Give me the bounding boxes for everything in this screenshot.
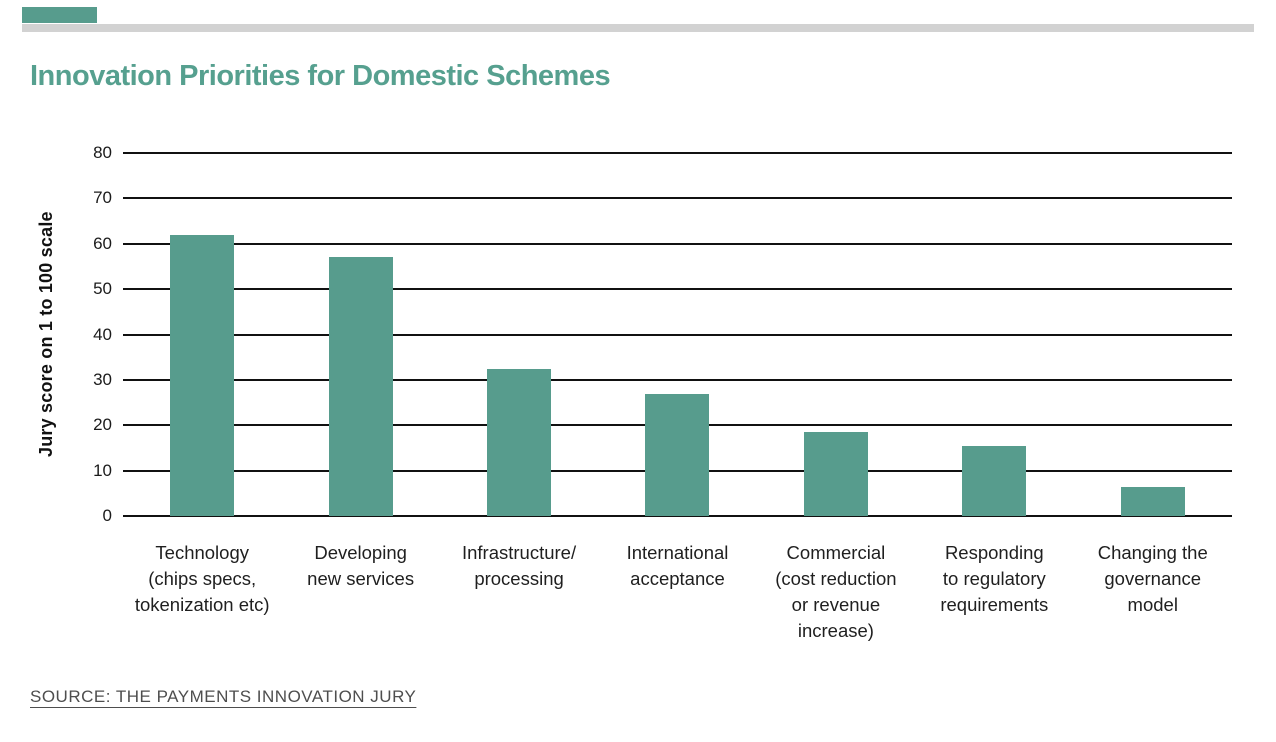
gridline-0 bbox=[123, 515, 1232, 517]
bar-column-1 bbox=[281, 153, 439, 516]
bar-column-0 bbox=[123, 153, 281, 516]
header-divider-bar bbox=[22, 24, 1254, 32]
x-category-label-2: Infrastructure/ processing bbox=[461, 542, 577, 589]
bar-1 bbox=[328, 257, 393, 516]
x-category-label-5: Responding to regulatory requirements bbox=[940, 542, 1049, 615]
x-axis-labels: Technology (chips specs, tokenization et… bbox=[123, 540, 1232, 644]
gridline-60 bbox=[123, 242, 1232, 245]
bar-column-4 bbox=[757, 153, 915, 516]
gridline-30 bbox=[123, 378, 1232, 381]
y-tick-label-40: 40 bbox=[93, 324, 112, 344]
y-tick-label-50: 50 bbox=[93, 279, 112, 299]
bar-5 bbox=[962, 445, 1027, 516]
x-category-label-3: International acceptance bbox=[626, 542, 729, 589]
gridline-50 bbox=[123, 288, 1232, 291]
bar-3 bbox=[645, 393, 710, 516]
y-tick-label-80: 80 bbox=[93, 143, 112, 162]
bar-4 bbox=[803, 432, 868, 516]
y-tick-label-0: 0 bbox=[102, 506, 112, 525]
y-tick-label-10: 10 bbox=[93, 460, 112, 480]
bars-row bbox=[123, 153, 1232, 516]
x-category-label-6: Changing the governance model bbox=[1097, 542, 1208, 615]
gridline-70 bbox=[123, 197, 1232, 200]
gridline-80 bbox=[123, 152, 1232, 154]
bar-0 bbox=[170, 234, 235, 516]
bar-column-6 bbox=[1074, 153, 1232, 516]
bar-column-2 bbox=[440, 153, 598, 516]
bar-6 bbox=[1120, 486, 1185, 516]
x-category-label-0: Technology (chips specs, tokenization et… bbox=[134, 542, 270, 615]
y-tick-label-20: 20 bbox=[93, 415, 112, 435]
bar-column-5 bbox=[915, 153, 1073, 516]
page-title: Innovation Priorities for Domestic Schem… bbox=[30, 60, 611, 92]
y-tick-labels: 0 10 20 30 40 50 60 70 80 bbox=[58, 143, 112, 525]
bar-2 bbox=[487, 368, 552, 516]
source-attribution: SOURCE: THE PAYMENTS INNOVATION JURY bbox=[30, 687, 417, 706]
y-tick-label-60: 60 bbox=[93, 233, 112, 253]
y-tick-label-30: 30 bbox=[93, 369, 112, 389]
header-accent-block bbox=[22, 7, 97, 23]
y-tick-label-70: 70 bbox=[93, 188, 112, 208]
gridline-40 bbox=[123, 333, 1232, 336]
x-category-label-4: Commercial (cost reduction or revenue in… bbox=[775, 542, 897, 641]
bar-column-3 bbox=[598, 153, 756, 516]
x-category-label-1: Developing new services bbox=[307, 542, 415, 589]
